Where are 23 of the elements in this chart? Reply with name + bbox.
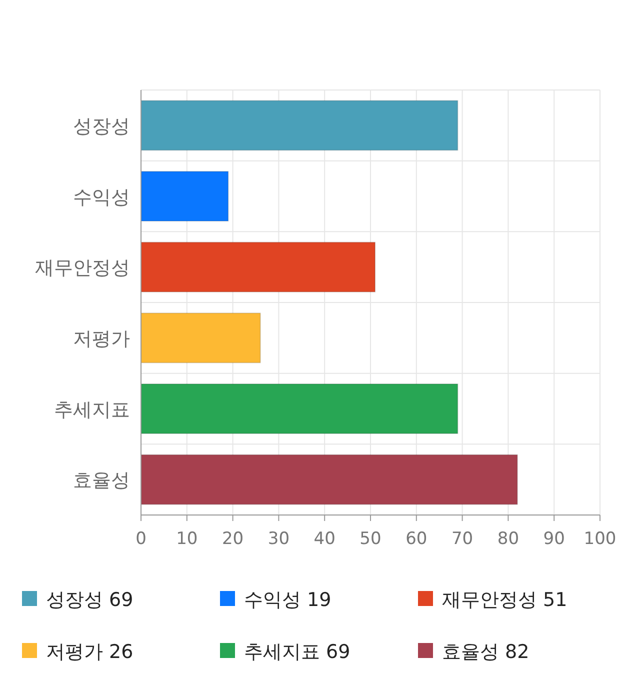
x-tick-label: 0 [136,529,146,549]
x-tick-label: 10 [176,529,198,549]
y-tick-label: 수익성 [73,186,130,208]
x-tick-label: 40 [314,529,336,549]
x-tick-label: 80 [497,529,520,549]
x-tick-label: 20 [222,529,244,549]
x-tick-label: 90 [543,529,565,549]
legend-label: 저평가 26 [46,641,134,663]
x-tick-label: 60 [406,529,428,549]
y-tick-label: 효율성 [73,470,130,492]
legend-label: 추세지표 69 [244,641,350,663]
y-tick-label: 재무안정성 [35,257,130,280]
legend-label: 효율성 82 [442,641,530,663]
y-tick-label: 성장성 [73,115,130,138]
y-tick-label: 저평가 [73,328,130,350]
x-tick-label: 30 [268,529,290,549]
legend-label: 성장성 69 [46,589,134,611]
x-tick-label: 70 [451,529,474,549]
legend-label: 재무안정성 51 [442,589,568,611]
x-tick-label: 100 [584,529,616,549]
x-tick-label: 50 [360,529,382,549]
y-tick-label: 추세지표 [54,398,130,421]
legend-label: 수익성 19 [244,589,332,611]
